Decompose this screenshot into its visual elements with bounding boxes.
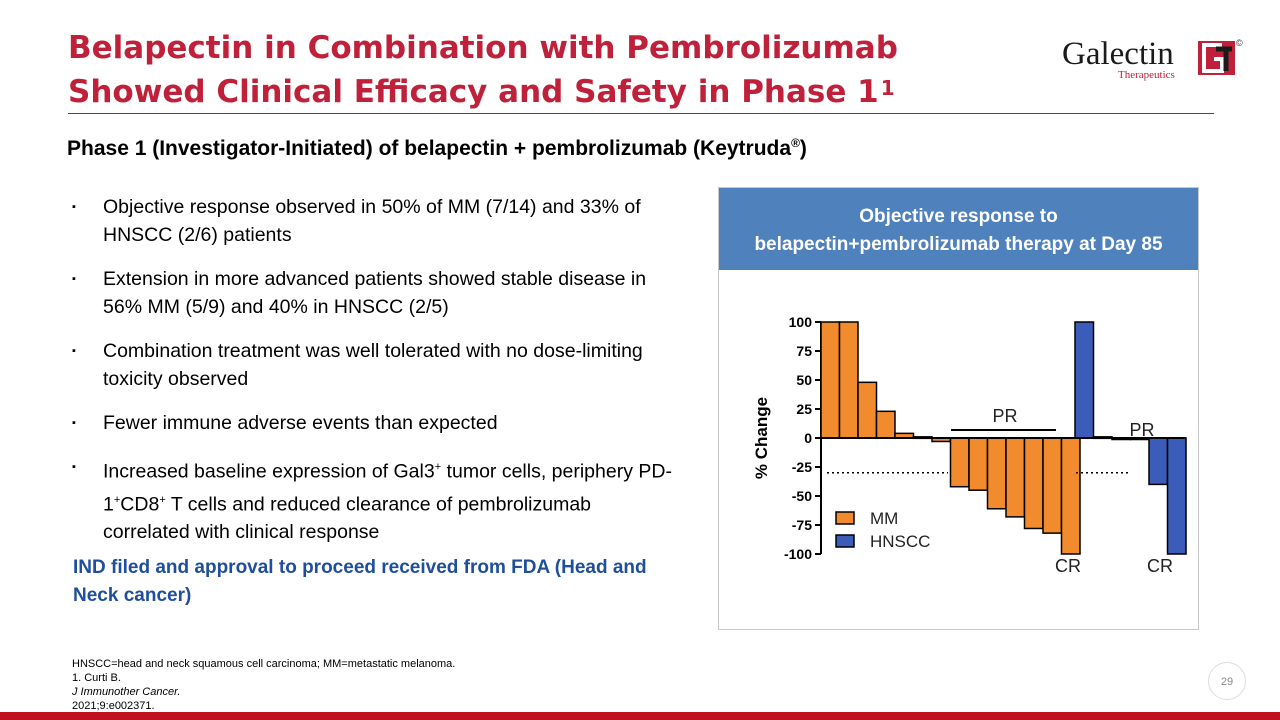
bar-mm (949, 437, 970, 488)
legend-swatch (835, 511, 855, 525)
subtitle-close: ) (799, 137, 807, 160)
slide-subtitle: Phase 1 (Investigator-Initiated) of bela… (67, 129, 807, 163)
bullet-item: ▪ Extension in more advanced patients sho… (72, 265, 682, 321)
response-annotation: CR (1055, 556, 1081, 576)
y-tick-label: -75 (792, 517, 812, 533)
bullet-text-part: CD8 (120, 493, 160, 515)
chart-header-line1: Objective response to (859, 206, 1058, 227)
reference-details: 2021;9:e002371. (72, 700, 155, 712)
bullet-text-part: tumor cells, periphery PD-1 (103, 460, 672, 516)
logo-g-letter (1202, 43, 1224, 73)
y-tick-label: 75 (796, 343, 812, 359)
y-tick-label: -100 (784, 546, 812, 562)
bar-mm (1023, 437, 1044, 530)
bullet-item: ▪ Increased baseline expression of Gal3+ … (72, 453, 682, 546)
bar-mm (820, 321, 841, 439)
superscript-plus: + (434, 461, 442, 473)
bar-mm (857, 381, 878, 439)
y-tick-label: 50 (796, 372, 812, 388)
response-annotation: CR (1147, 556, 1173, 576)
bullet-text-part: T cells and reduced clearance of pembrol… (103, 493, 592, 543)
bullet-marker: ▪ (72, 201, 76, 213)
bullet-text: Extension in more advanced patients show… (103, 268, 647, 318)
bullet-list: ▪ Objective response observed in 50% of M… (72, 193, 682, 562)
bullet-item: ▪ Combination treatment was well tolerate… (72, 337, 682, 393)
y-tick-label: -50 (792, 488, 812, 504)
bar-mm (1060, 437, 1081, 555)
bullet-marker: ▪ (72, 345, 76, 357)
legend-label: HNSCC (870, 532, 930, 551)
bullet-text-part: Increased baseline expression of Gal3 (103, 460, 435, 483)
chart-panel-header: Objective response to belapectin+pembrol… (719, 188, 1198, 270)
logo-t-letter (1216, 46, 1232, 71)
bar-hnscc (1074, 321, 1095, 439)
subtitle-text: Phase 1 (Investigator-Initiated) of bela… (67, 137, 792, 160)
bar-hnscc (1148, 437, 1169, 486)
bar-mm (968, 437, 989, 491)
y-tick-label: 0 (804, 430, 812, 446)
galectin-logo-graphic: Galectin Therapeutics © (1062, 36, 1243, 81)
bar-mm (986, 437, 1007, 510)
logo-name: Galectin (1062, 36, 1174, 72)
slide-title: Belapectin in Combination with Pembroliz… (68, 26, 1028, 114)
bar-mm (875, 410, 896, 439)
bullet-item: ▪ Fewer immune adverse events than expect… (72, 409, 682, 437)
bullet-text: Objective response observed in 50% of MM… (103, 196, 641, 246)
bullet-text: Fewer immune adverse events than expecte… (103, 412, 498, 434)
footnotes: HNSCC=head and neck squamous cell carcin… (72, 657, 455, 713)
bar-hnscc (1166, 437, 1187, 555)
legend-swatch (835, 534, 855, 548)
chart-header-line2: belapectin+pembrolizumab therapy at Day … (754, 234, 1163, 255)
superscript-plus: + (113, 493, 121, 506)
registered-mark: ® (791, 136, 800, 150)
bullet-marker: ▪ (72, 461, 76, 473)
response-annotation: PR (1129, 420, 1154, 440)
title-divider (68, 113, 1214, 114)
bullet-marker: ▪ (72, 273, 76, 285)
page-number: 29 (1208, 662, 1246, 700)
response-annotation: PR (992, 406, 1017, 426)
bar-mm (1005, 437, 1026, 518)
bottom-accent-bar (0, 712, 1280, 720)
logo-registered-mark: © (1236, 38, 1243, 48)
ind-highlight: IND filed and approval to proceed receiv… (73, 557, 647, 606)
footnote-reference: 1. Curti B. J Immunother Cancer. 2021;9:… (72, 671, 455, 713)
y-axis-label: % Change (752, 397, 771, 479)
chart-panel: Objective response to belapectin+pembrol… (718, 187, 1199, 630)
y-tick-label: -25 (792, 459, 812, 475)
reference-journal: J Immunother Cancer. (72, 686, 181, 698)
bullet-text: Combination treatment was well tolerated… (103, 340, 643, 390)
bar-mm (838, 321, 859, 439)
y-tick-label: 25 (796, 401, 812, 417)
logo-sub: Therapeutics (1118, 69, 1175, 81)
slide-title-text: Belapectin in Combination with Pembroliz… (68, 30, 898, 110)
reference-author: 1. Curti B. (72, 672, 121, 684)
title-footnote-ref: 1 (880, 76, 895, 100)
superscript-plus: + (159, 493, 166, 506)
bullet-marker: ▪ (72, 417, 76, 429)
bullet-item: ▪ Objective response observed in 50% of M… (72, 193, 682, 249)
footnote-abbrev: HNSCC=head and neck squamous cell carcin… (72, 658, 456, 670)
galectin-logo: Galectin Therapeutics © (1060, 34, 1250, 82)
legend-label: MM (870, 509, 898, 528)
bar-mm (1042, 437, 1063, 534)
waterfall-chart: % Change 100 75 50 25 0 -25 -50 -75 -100 PR CR PR CR… (752, 314, 1187, 576)
y-tick-label: 100 (789, 314, 813, 330)
